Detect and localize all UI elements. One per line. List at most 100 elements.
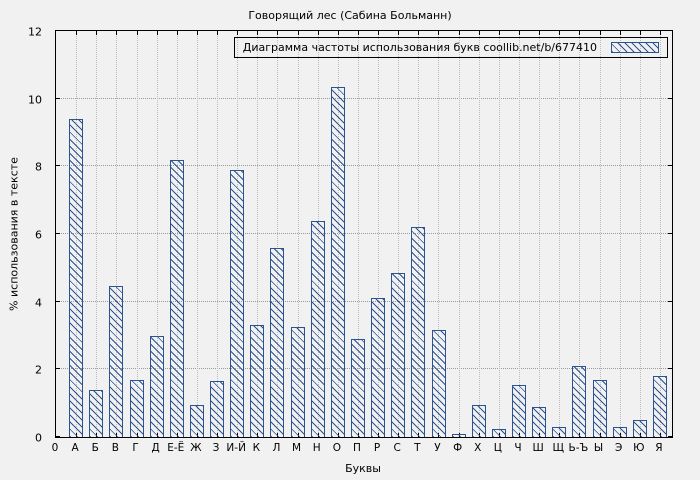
x-tick-label: Л xyxy=(272,442,281,454)
bar-А xyxy=(69,119,84,437)
bar-Ш xyxy=(532,406,547,437)
bar-Ж xyxy=(189,404,204,437)
y-tick-mark xyxy=(56,233,60,234)
y-tick-label: 0 xyxy=(35,431,42,445)
v-gridline xyxy=(559,31,561,437)
x-tick-mark xyxy=(458,31,460,35)
bar-Р xyxy=(371,298,386,437)
y-tick-mark xyxy=(668,436,672,437)
y-tick-mark xyxy=(56,368,60,370)
x-tick-mark xyxy=(116,31,118,35)
x-axis-label: Буквы xyxy=(345,462,381,475)
x-tick-label: Щ xyxy=(552,442,565,454)
y-tick-mark xyxy=(56,436,60,437)
x-tick-mark xyxy=(579,31,581,35)
x-tick-mark xyxy=(317,31,319,35)
x-tick-label: Р xyxy=(373,442,381,454)
x-tick-label: Ш xyxy=(532,442,544,454)
x-tick-mark xyxy=(76,31,78,35)
x-axis-tick-labels: 0 А Б В Г Д Е-Ё Ж З И-Й К Л М Н О П Р С Т У Ф Х Ц Ч Ш Щ Ь-Ъ Ы Э Ю Я xyxy=(51,442,673,457)
bar-Л xyxy=(270,247,285,437)
v-gridline xyxy=(519,31,520,437)
y-tick-mark xyxy=(668,97,672,99)
x-tick-label: Х xyxy=(474,442,482,454)
x-tick-label: Ф xyxy=(453,442,463,454)
x-tick-mark xyxy=(559,31,561,35)
x-tick-label: Т xyxy=(414,442,421,454)
v-gridline xyxy=(257,31,259,437)
bar-Ч xyxy=(512,384,526,437)
x-tick-mark xyxy=(297,31,299,35)
x-tick-label: С xyxy=(393,442,401,454)
v-gridline xyxy=(478,31,480,437)
h-gridline xyxy=(56,300,672,302)
x-tick-mark xyxy=(176,31,178,35)
x-tick-label: К xyxy=(252,442,261,454)
y-tick-label: 6 xyxy=(35,228,42,242)
x-tick-label: Я xyxy=(655,442,663,454)
bar-Ы xyxy=(592,379,607,437)
v-gridline xyxy=(357,31,359,437)
x-tick-mark xyxy=(357,31,359,35)
v-gridline xyxy=(579,31,581,437)
bar-Ц xyxy=(491,428,506,437)
v-gridline xyxy=(398,31,400,437)
bar-Ф xyxy=(451,433,466,437)
v-gridline xyxy=(156,31,158,437)
x-tick-label: Ж xyxy=(190,442,202,454)
bar-Т xyxy=(411,227,426,437)
bar-Д xyxy=(149,335,164,437)
x-tick-label: З xyxy=(212,442,220,454)
bar-Я xyxy=(652,376,667,437)
x-tick-mark xyxy=(337,31,339,35)
bar-З xyxy=(210,381,224,437)
x-tick-label: О xyxy=(332,442,341,454)
x-tick-label: Ь-Ъ xyxy=(568,442,589,454)
v-gridline xyxy=(196,31,198,437)
bar-Х xyxy=(471,404,486,437)
x-tick-mark xyxy=(156,31,158,35)
legend-label: Диаграмма частоты использования букв coo… xyxy=(242,41,597,54)
bar-П xyxy=(351,338,365,437)
v-gridline xyxy=(639,31,641,437)
bar-Б xyxy=(89,389,104,437)
chart-title: Говорящий лес (Сабина Больманн) xyxy=(248,9,452,22)
x-tick-mark xyxy=(639,31,641,35)
bar-И-Й xyxy=(230,169,245,437)
y-tick-label: 4 xyxy=(35,296,42,310)
x-tick-mark xyxy=(599,31,601,35)
x-tick-mark xyxy=(217,31,219,35)
x-tick-label: Ы xyxy=(593,442,604,454)
v-gridline xyxy=(659,31,661,437)
x-tick-mark xyxy=(136,31,138,35)
x-tick-mark xyxy=(438,31,440,35)
v-gridline xyxy=(438,31,440,437)
bar-Ь-Ъ xyxy=(572,365,587,437)
v-gridline xyxy=(217,31,219,437)
x-origin-label: 0 xyxy=(51,442,59,454)
x-tick-label: Ч xyxy=(514,442,522,454)
y-tick-mark xyxy=(56,300,60,302)
x-tick-label: В xyxy=(111,442,119,454)
x-tick-label: Ю xyxy=(633,442,645,454)
v-gridline xyxy=(378,31,380,437)
v-gridline xyxy=(116,31,118,437)
v-gridline xyxy=(277,31,279,437)
x-tick-label: Г xyxy=(132,442,139,454)
v-gridline xyxy=(96,31,98,437)
y-tick-mark xyxy=(56,30,60,31)
y-tick-mark xyxy=(668,165,672,167)
y-tick-label: 12 xyxy=(28,25,42,39)
v-gridline xyxy=(498,31,500,437)
x-tick-mark xyxy=(539,31,541,35)
x-tick-label: А xyxy=(71,442,79,454)
x-tick-label: И-Й xyxy=(226,442,246,454)
x-tick-label: Ц xyxy=(493,442,502,454)
h-gridline xyxy=(56,97,672,99)
y-tick-label: 2 xyxy=(35,363,42,377)
y-tick-label: 8 xyxy=(35,160,42,174)
x-tick-label: Н xyxy=(312,442,321,454)
bar-М xyxy=(290,327,305,437)
plot-area: Диаграмма частоты использования букв coo… xyxy=(55,30,673,438)
